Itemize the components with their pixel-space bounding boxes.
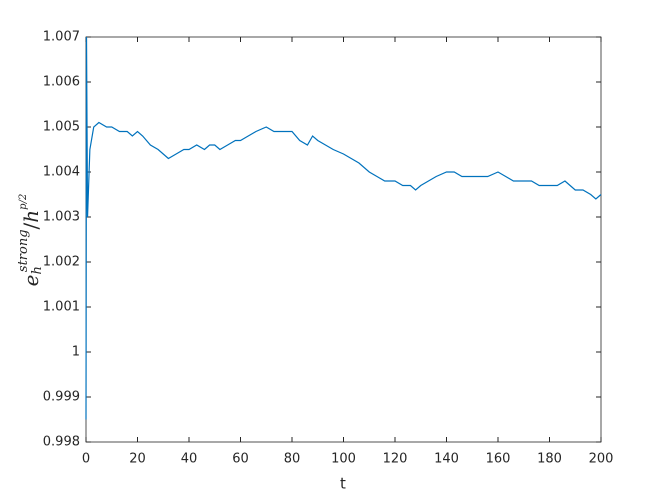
x-tick-label: 60 <box>232 452 249 467</box>
y-tick-label: 1.002 <box>43 255 80 270</box>
x-tick-label: 140 <box>434 452 459 467</box>
y-tick-label: 1.001 <box>43 300 80 315</box>
x-tick-label: 100 <box>331 452 356 467</box>
y-tick-label: 0.998 <box>43 435 80 450</box>
x-tick-label: 0 <box>82 452 90 467</box>
line <box>85 36 602 420</box>
x-tick-label: 120 <box>383 452 408 467</box>
x-tick-label: 200 <box>589 452 614 467</box>
y-label-part: strong <box>16 229 31 272</box>
x-tick-label: 80 <box>284 452 301 467</box>
x-axis-label: t <box>340 475 346 493</box>
y-axis-label: ehstrong/hp/2 <box>16 194 45 287</box>
x-tick-label: 180 <box>537 452 562 467</box>
y-label-part: / <box>19 222 43 229</box>
y-tick-label: 1 <box>72 345 80 360</box>
y-tick-label: 0.999 <box>43 390 80 405</box>
y-tick-label: 1.005 <box>43 120 80 135</box>
x-tick-label: 40 <box>181 452 198 467</box>
y-tick-label: 1.006 <box>43 75 80 90</box>
y-label-part: p/2 <box>18 194 29 210</box>
y-label-part: e <box>19 274 43 286</box>
plot-area <box>85 36 602 443</box>
y-tick-label: 1.003 <box>43 210 80 225</box>
y-label-part: h <box>19 210 43 223</box>
y-label-part: h <box>30 266 45 274</box>
y-tick-label: 1.004 <box>43 165 80 180</box>
x-tick-label: 160 <box>486 452 511 467</box>
x-tick-label: 20 <box>129 452 146 467</box>
y-tick-label: 1.007 <box>43 30 80 45</box>
